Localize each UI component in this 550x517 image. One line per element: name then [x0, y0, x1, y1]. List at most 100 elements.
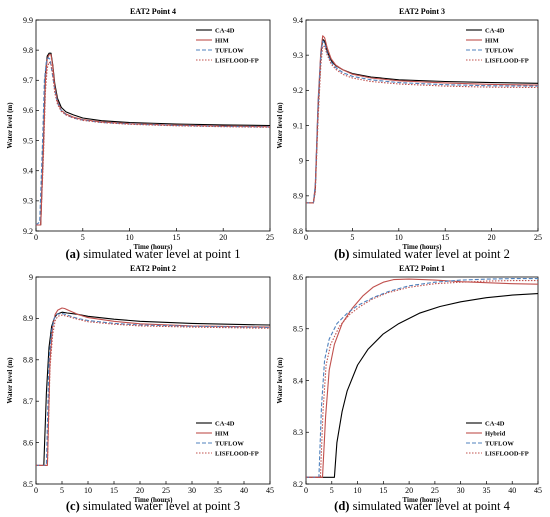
chart-title: EAT2 Point 1 — [399, 264, 445, 273]
legend-label: HIM — [215, 431, 229, 438]
y-tick-label: 8.3 — [293, 428, 303, 437]
x-tick-label: 0 — [304, 233, 308, 242]
x-tick-label: 40 — [240, 486, 248, 495]
y-axis-label: Water level (m) — [6, 357, 14, 404]
y-tick-label: 9.2 — [23, 227, 33, 236]
y-tick-label: 8.9 — [23, 314, 33, 323]
legend-label: HIM — [215, 38, 229, 45]
y-axis-label: Water level (m) — [6, 102, 14, 149]
y-tick-label: 9 — [29, 273, 33, 282]
figure-caption: (a) simulated water level at point 1 — [66, 247, 241, 261]
series-line-4 — [36, 61, 271, 226]
y-tick-label: 9.8 — [23, 46, 33, 55]
x-tick-label: 5 — [330, 486, 334, 495]
legend-label: CA-4D — [215, 28, 235, 35]
caption-letter: (a) — [66, 247, 81, 261]
x-tick-label: 25 — [534, 233, 542, 242]
chart-panel-2: 0 5 10 15 20 25 8.8 8.9 9 9.1 9.2 9.3 9.4 EAT2 Point … — [276, 7, 542, 261]
series-line-1 — [306, 293, 539, 478]
legend-label: CA-4D — [485, 28, 505, 35]
y-tick-label: 9.1 — [293, 121, 303, 130]
chart-panel-1: 0 5 10 15 20 25 9.2 9.3 9.4 9.5 9.6 9.7 9.8 9.9 EAT2 P… — [6, 7, 274, 261]
y-tick-label: 8.5 — [293, 325, 303, 334]
series-line-4 — [36, 314, 271, 466]
legend-label: Hybrid — [485, 431, 506, 438]
figure-caption: (b) simulated water level at point 2 — [334, 247, 510, 261]
y-tick-label: 9.7 — [23, 76, 33, 85]
legend-label: TUFLOW — [485, 48, 514, 55]
figure-caption: (c) simulated water level at point 3 — [66, 499, 240, 513]
chart-panel-4: 0 5 10 15 20 25 30 35 40 45 8.2 8.3 8.4 8.5 8.6 EAT2 Po… — [276, 264, 542, 513]
y-tick-label: 9.2 — [293, 86, 303, 95]
caption-letter: (c) — [66, 499, 80, 513]
x-tick-label: 20 — [488, 233, 496, 242]
legend: CA-4D HIM TUFLOW LISFLOOD-FP — [196, 28, 259, 65]
x-axis-label: Time (hours) — [403, 496, 443, 504]
x-tick-label: 35 — [482, 486, 490, 495]
x-tick-label: 5 — [350, 233, 354, 242]
series-line-2 — [36, 307, 271, 466]
legend-label: TUFLOW — [215, 48, 244, 55]
series-line-2 — [36, 54, 271, 226]
x-tick-label: 10 — [84, 486, 92, 495]
plot-area — [35, 276, 271, 485]
x-tick-label: 0 — [34, 233, 38, 242]
caption-text: simulated water level at point 2 — [349, 247, 509, 261]
x-tick-label: 10 — [395, 233, 403, 242]
y-tick-label: 8.2 — [293, 480, 303, 489]
series-line-3 — [35, 57, 271, 226]
legend-label: LISFLOOD-FP — [215, 58, 259, 65]
legend: CA-4D Hybrid TUFLOW LISFLOOD-FP — [466, 421, 529, 458]
series-line-3 — [306, 40, 539, 204]
y-tick-label: 8.8 — [23, 356, 33, 365]
x-tick-label: 40 — [508, 486, 516, 495]
legend: CA-4D HIM TUFLOW LISFLOOD-FP — [466, 28, 529, 65]
x-tick-label: 5 — [60, 486, 64, 495]
x-tick-label: 0 — [304, 486, 308, 495]
x-tick-label: 5 — [81, 233, 85, 242]
x-tick-label: 20 — [405, 486, 413, 495]
series-line-1 — [36, 52, 271, 226]
series-line-4 — [306, 280, 538, 478]
caption-text: simulated water level at point 1 — [80, 247, 240, 261]
x-tick-label: 15 — [441, 233, 449, 242]
y-tick-label: 8.7 — [23, 397, 33, 406]
series-line-1 — [36, 311, 271, 466]
legend-label: HIM — [485, 38, 499, 45]
y-tick-label: 9.4 — [23, 167, 33, 176]
y-tick-label: 8.4 — [293, 376, 303, 385]
x-tick-label: 35 — [214, 486, 222, 495]
x-tick-label: 20 — [219, 233, 227, 242]
y-tick-label: 8.5 — [23, 480, 33, 489]
y-tick-label: 9.3 — [293, 51, 303, 60]
x-tick-label: 10 — [126, 233, 134, 242]
chart-title: EAT2 Point 2 — [130, 264, 176, 273]
y-tick-label: 9.3 — [23, 197, 33, 206]
caption-text: simulated water level at point 3 — [80, 499, 240, 513]
x-tick-label: 15 — [110, 486, 118, 495]
legend-label: TUFLOW — [485, 441, 514, 448]
legend-label: LISFLOOD-FP — [485, 451, 529, 458]
x-tick-label: 30 — [188, 486, 196, 495]
x-tick-label: 45 — [534, 486, 542, 495]
x-tick-label: 45 — [266, 486, 274, 495]
y-tick-label: 8.6 — [293, 273, 303, 282]
x-tick-label: 20 — [136, 486, 144, 495]
x-axis-label: Time (hours) — [134, 496, 174, 504]
chart-panel-3: 0 5 10 15 20 25 30 35 40 45 8.5 8.6 8.7 8.8 8.9 9 EAT2 P… — [6, 264, 274, 513]
y-tick-label: 8.6 — [23, 438, 33, 447]
legend-label: TUFLOW — [215, 441, 244, 448]
figure-caption: (d) simulated water level at point 4 — [334, 499, 510, 513]
legend-label: LISFLOOD-FP — [485, 58, 529, 65]
x-tick-label: 10 — [354, 486, 362, 495]
x-tick-label: 30 — [457, 486, 465, 495]
x-axis-label: Time (hours) — [403, 243, 443, 251]
chart-title: EAT2 Point 4 — [130, 7, 176, 16]
caption-letter: (b) — [334, 247, 349, 261]
y-tick-label: 9 — [299, 156, 303, 165]
x-tick-label: 25 — [162, 486, 170, 495]
y-tick-label: 9.5 — [23, 136, 33, 145]
series-line-3 — [306, 278, 538, 478]
x-tick-label: 25 — [266, 233, 274, 242]
